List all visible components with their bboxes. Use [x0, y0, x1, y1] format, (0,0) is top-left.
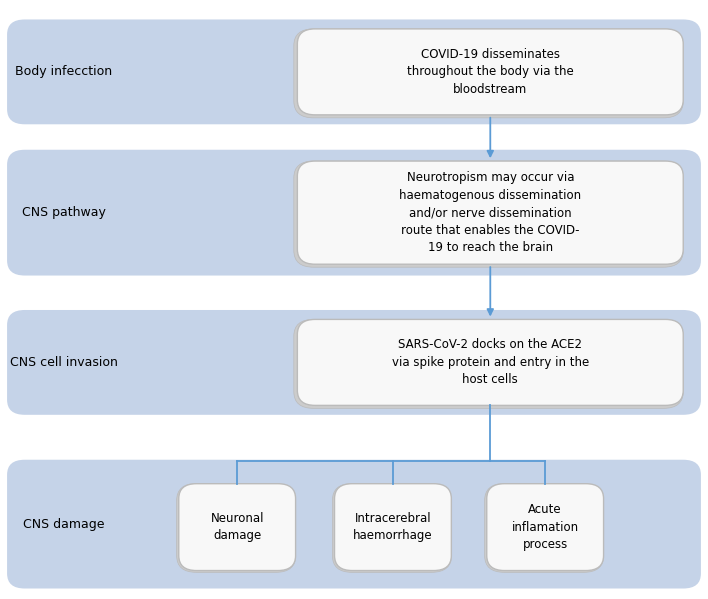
FancyBboxPatch shape [294, 161, 683, 267]
FancyBboxPatch shape [297, 161, 683, 264]
FancyBboxPatch shape [297, 319, 683, 406]
FancyBboxPatch shape [7, 460, 701, 588]
Text: CNS damage: CNS damage [23, 518, 105, 531]
FancyBboxPatch shape [294, 29, 683, 118]
FancyBboxPatch shape [7, 310, 701, 415]
Text: COVID-19 disseminates
throughout the body via the
bloodstream: COVID-19 disseminates throughout the bod… [407, 48, 573, 96]
Text: Neuronal
damage: Neuronal damage [210, 512, 264, 542]
FancyBboxPatch shape [294, 319, 683, 409]
FancyBboxPatch shape [484, 484, 603, 573]
Text: SARS-CoV-2 docks on the ACE2
via spike protein and entry in the
host cells: SARS-CoV-2 docks on the ACE2 via spike p… [392, 338, 589, 386]
FancyBboxPatch shape [335, 484, 452, 570]
FancyBboxPatch shape [333, 484, 452, 573]
FancyBboxPatch shape [178, 484, 296, 570]
Text: Acute
inflamation
process: Acute inflamation process [512, 503, 578, 551]
FancyBboxPatch shape [297, 29, 683, 115]
Text: Body infecction: Body infecction [15, 65, 113, 78]
Text: CNS pathway: CNS pathway [22, 206, 105, 219]
FancyBboxPatch shape [487, 484, 603, 570]
FancyBboxPatch shape [176, 484, 296, 573]
Text: CNS cell invasion: CNS cell invasion [10, 356, 118, 369]
Text: Neurotropism may occur via
haematogenous dissemination
and/or nerve disseminatio: Neurotropism may occur via haematogenous… [399, 171, 581, 254]
Text: Intracerebral
haemorrhage: Intracerebral haemorrhage [353, 512, 433, 542]
FancyBboxPatch shape [7, 19, 701, 125]
FancyBboxPatch shape [7, 150, 701, 276]
